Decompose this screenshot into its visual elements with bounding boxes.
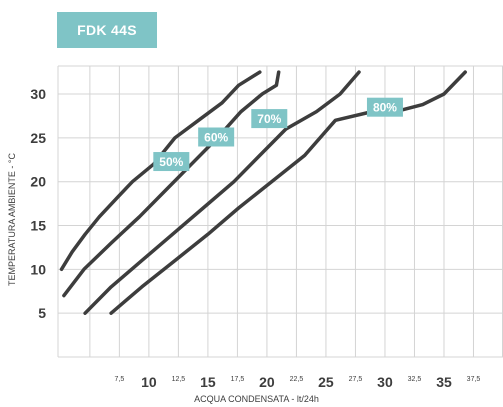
grid bbox=[57, 65, 503, 358]
series-label-box-70pct bbox=[251, 109, 288, 129]
series-line-60pct bbox=[62, 70, 281, 298]
y-axis-label: TEMPERATURA AMBIENTE - °C bbox=[7, 153, 17, 286]
series-line-70pct bbox=[83, 70, 361, 315]
series-line-50pct bbox=[59, 70, 262, 272]
y-tick: 15 bbox=[30, 218, 46, 234]
series-lines bbox=[59, 70, 467, 315]
y-tick: 10 bbox=[30, 261, 46, 277]
y-tick-labels: 5 10 15 20 25 30 bbox=[30, 86, 46, 321]
x-tick-major: 20 bbox=[259, 374, 275, 390]
y-tick: 25 bbox=[30, 130, 46, 146]
x-tick-minor: 32,5 bbox=[408, 376, 422, 383]
x-tick-minor: 27,5 bbox=[349, 376, 363, 383]
series-label-80pct: 80% bbox=[373, 101, 397, 115]
series-label-60pct: 60% bbox=[204, 130, 228, 144]
y-tick: 30 bbox=[30, 86, 46, 102]
series-label-box-50pct bbox=[153, 152, 190, 172]
x-tick-major: 15 bbox=[200, 374, 216, 390]
x-tick-minor: 37,5 bbox=[467, 376, 481, 383]
x-tick-major: 30 bbox=[377, 374, 393, 390]
x-tick-major: 10 bbox=[141, 374, 157, 390]
x-tick-minor: 17,5 bbox=[231, 376, 245, 383]
x-tick-minor: 7,5 bbox=[115, 376, 125, 383]
x-tick-labels: 10 15 20 25 30 35 7,5 12,5 17,5 22,5 27,5 32,5 37,5 bbox=[115, 374, 481, 390]
y-tick: 5 bbox=[38, 305, 46, 321]
series-label-70pct: 70% bbox=[257, 112, 281, 126]
series-label-50pct: 50% bbox=[159, 155, 183, 169]
x-tick-minor: 12,5 bbox=[172, 376, 186, 383]
y-tick: 20 bbox=[30, 174, 46, 190]
chart-title: FDK 44S bbox=[57, 12, 157, 48]
x-tick-major: 35 bbox=[436, 374, 452, 390]
x-tick-minor: 22,5 bbox=[290, 376, 304, 383]
series-line-80pct bbox=[109, 70, 467, 315]
series-label-box-60pct bbox=[198, 127, 235, 147]
x-axis-label: ACQUA CONDENSATA - lt/24h bbox=[194, 394, 319, 404]
series-labels: 50% 60% 70% 80% bbox=[153, 97, 403, 172]
x-tick-major: 25 bbox=[318, 374, 334, 390]
series-label-box-80pct bbox=[366, 97, 403, 117]
